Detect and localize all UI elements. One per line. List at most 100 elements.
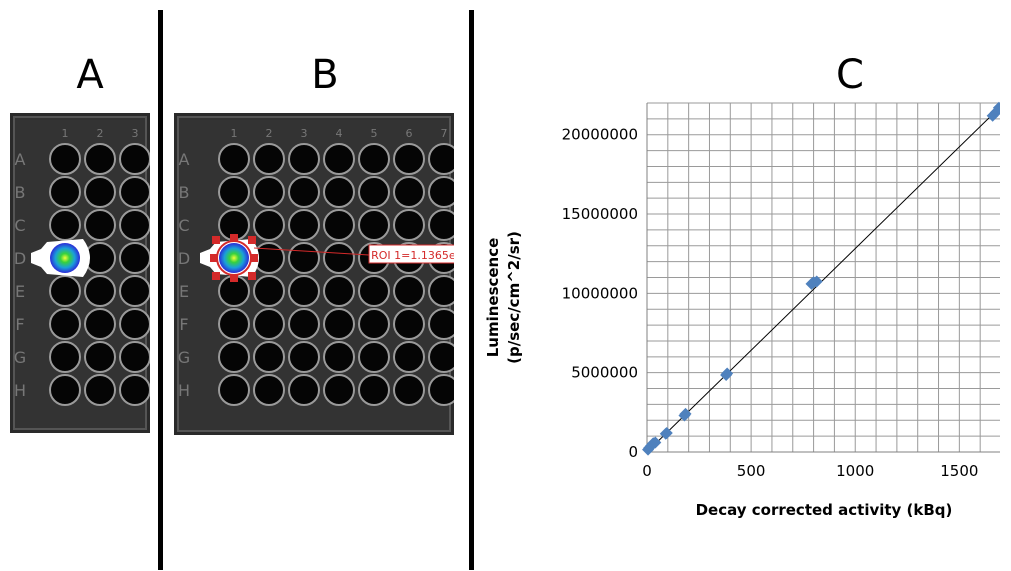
roi-value-label: ROI 1=1.1365e+06: [371, 249, 454, 262]
calibration-chart: 0 500 1000 1500 0 5000000 10000000 15000000 2000…: [484, 101, 1000, 519]
plate-well: [288, 176, 320, 208]
plate-well: [358, 341, 390, 373]
plate-well: [323, 275, 355, 307]
plate-well: [358, 308, 390, 340]
plate-column-number: 7: [441, 127, 448, 140]
plate-well: [393, 275, 425, 307]
plate-well: [119, 209, 150, 241]
plate-well: [84, 209, 116, 241]
plate-well: [393, 209, 425, 241]
plate-well: [288, 242, 320, 274]
roi-handle: [212, 236, 220, 244]
plate-well: [49, 143, 81, 175]
plate-column-number: 3: [132, 127, 139, 140]
plate-well: [323, 308, 355, 340]
plate-well: [358, 143, 390, 175]
roi-handle: [248, 236, 256, 244]
plate-row-letter: A: [179, 150, 190, 169]
plate-well: [253, 341, 285, 373]
data-point: [810, 275, 823, 288]
plate-row-letter: G: [178, 348, 190, 367]
plate-well: [393, 176, 425, 208]
plate-well: [288, 308, 320, 340]
plate-row-letter: B: [179, 183, 190, 202]
plate-well: [288, 341, 320, 373]
plate-well: [253, 143, 285, 175]
plate-well: [119, 341, 150, 373]
plate-column-number: 5: [371, 127, 378, 140]
plate-row-letter: H: [178, 381, 190, 400]
plate-row-letter: F: [15, 315, 24, 334]
y-axis-title-line2: (p/sec/cm^2/sr): [505, 231, 523, 364]
plate-well: [253, 209, 285, 241]
plate-well: [84, 176, 116, 208]
plate-well: [323, 143, 355, 175]
plate-well: [218, 341, 250, 373]
panel-c-label: C: [836, 52, 864, 98]
plate-well: [288, 209, 320, 241]
data-point: [992, 101, 1000, 114]
plate-row-letter: D: [14, 249, 26, 268]
plate-well: [119, 374, 150, 406]
plate-column-number: 1: [62, 127, 69, 140]
plate-well: [84, 143, 116, 175]
plate-column-number: 2: [266, 127, 273, 140]
plate-well: [428, 143, 454, 175]
roi-handle: [248, 272, 256, 280]
plate-row-letter: G: [14, 348, 26, 367]
plate-well: [218, 176, 250, 208]
panel-b-label: B: [311, 52, 339, 98]
plate-well: [49, 275, 81, 307]
plate-well: [428, 209, 454, 241]
plate-well: [49, 341, 81, 373]
plate-row-letter: A: [15, 150, 26, 169]
roi-handle: [250, 254, 258, 262]
roi-label-box: [368, 244, 454, 264]
plate-well: [84, 308, 116, 340]
plate-well: [428, 275, 454, 307]
plate-well: [84, 341, 116, 373]
plate-well: [49, 308, 81, 340]
plate-well: [119, 176, 150, 208]
y-tick-label: 0: [628, 443, 638, 461]
x-tick-label: 1500: [940, 462, 978, 480]
data-point: [660, 426, 673, 439]
plate-well: [253, 176, 285, 208]
trendline: [646, 106, 1000, 453]
plate-well: [323, 209, 355, 241]
plate-well: [218, 308, 250, 340]
x-axis-title: Decay corrected activity (kBq): [696, 501, 953, 519]
plate-well: [288, 275, 320, 307]
plate-well: [358, 176, 390, 208]
plate-well: [393, 308, 425, 340]
x-tick-label: 500: [737, 462, 766, 480]
roi-handle: [230, 274, 238, 282]
plate-well: [84, 374, 116, 406]
plate-well: [218, 374, 250, 406]
plate-well: [49, 209, 81, 241]
plate-row-letter: H: [14, 381, 26, 400]
y-tick-label: 10000000: [562, 284, 638, 302]
plate-well: [428, 341, 454, 373]
plate-row-letter: C: [14, 216, 25, 235]
plate-row-letter: D: [178, 249, 190, 268]
plate-row-letter: B: [15, 183, 26, 202]
plate-well: [218, 143, 250, 175]
plate-row-letter: C: [178, 216, 189, 235]
plate-well: [428, 176, 454, 208]
plate-well: [119, 242, 150, 274]
plate-well: [358, 275, 390, 307]
luminescence-signal: [50, 243, 80, 273]
plate-column-number: 2: [97, 127, 104, 140]
plate-well: [49, 374, 81, 406]
roi-handle: [230, 234, 238, 242]
data-point: [649, 436, 662, 449]
plate-column-number: 6: [406, 127, 413, 140]
y-axis-title-line1: Luminescence: [484, 238, 502, 358]
plate-well: [358, 209, 390, 241]
data-point: [679, 407, 692, 420]
plate-well: [288, 374, 320, 406]
